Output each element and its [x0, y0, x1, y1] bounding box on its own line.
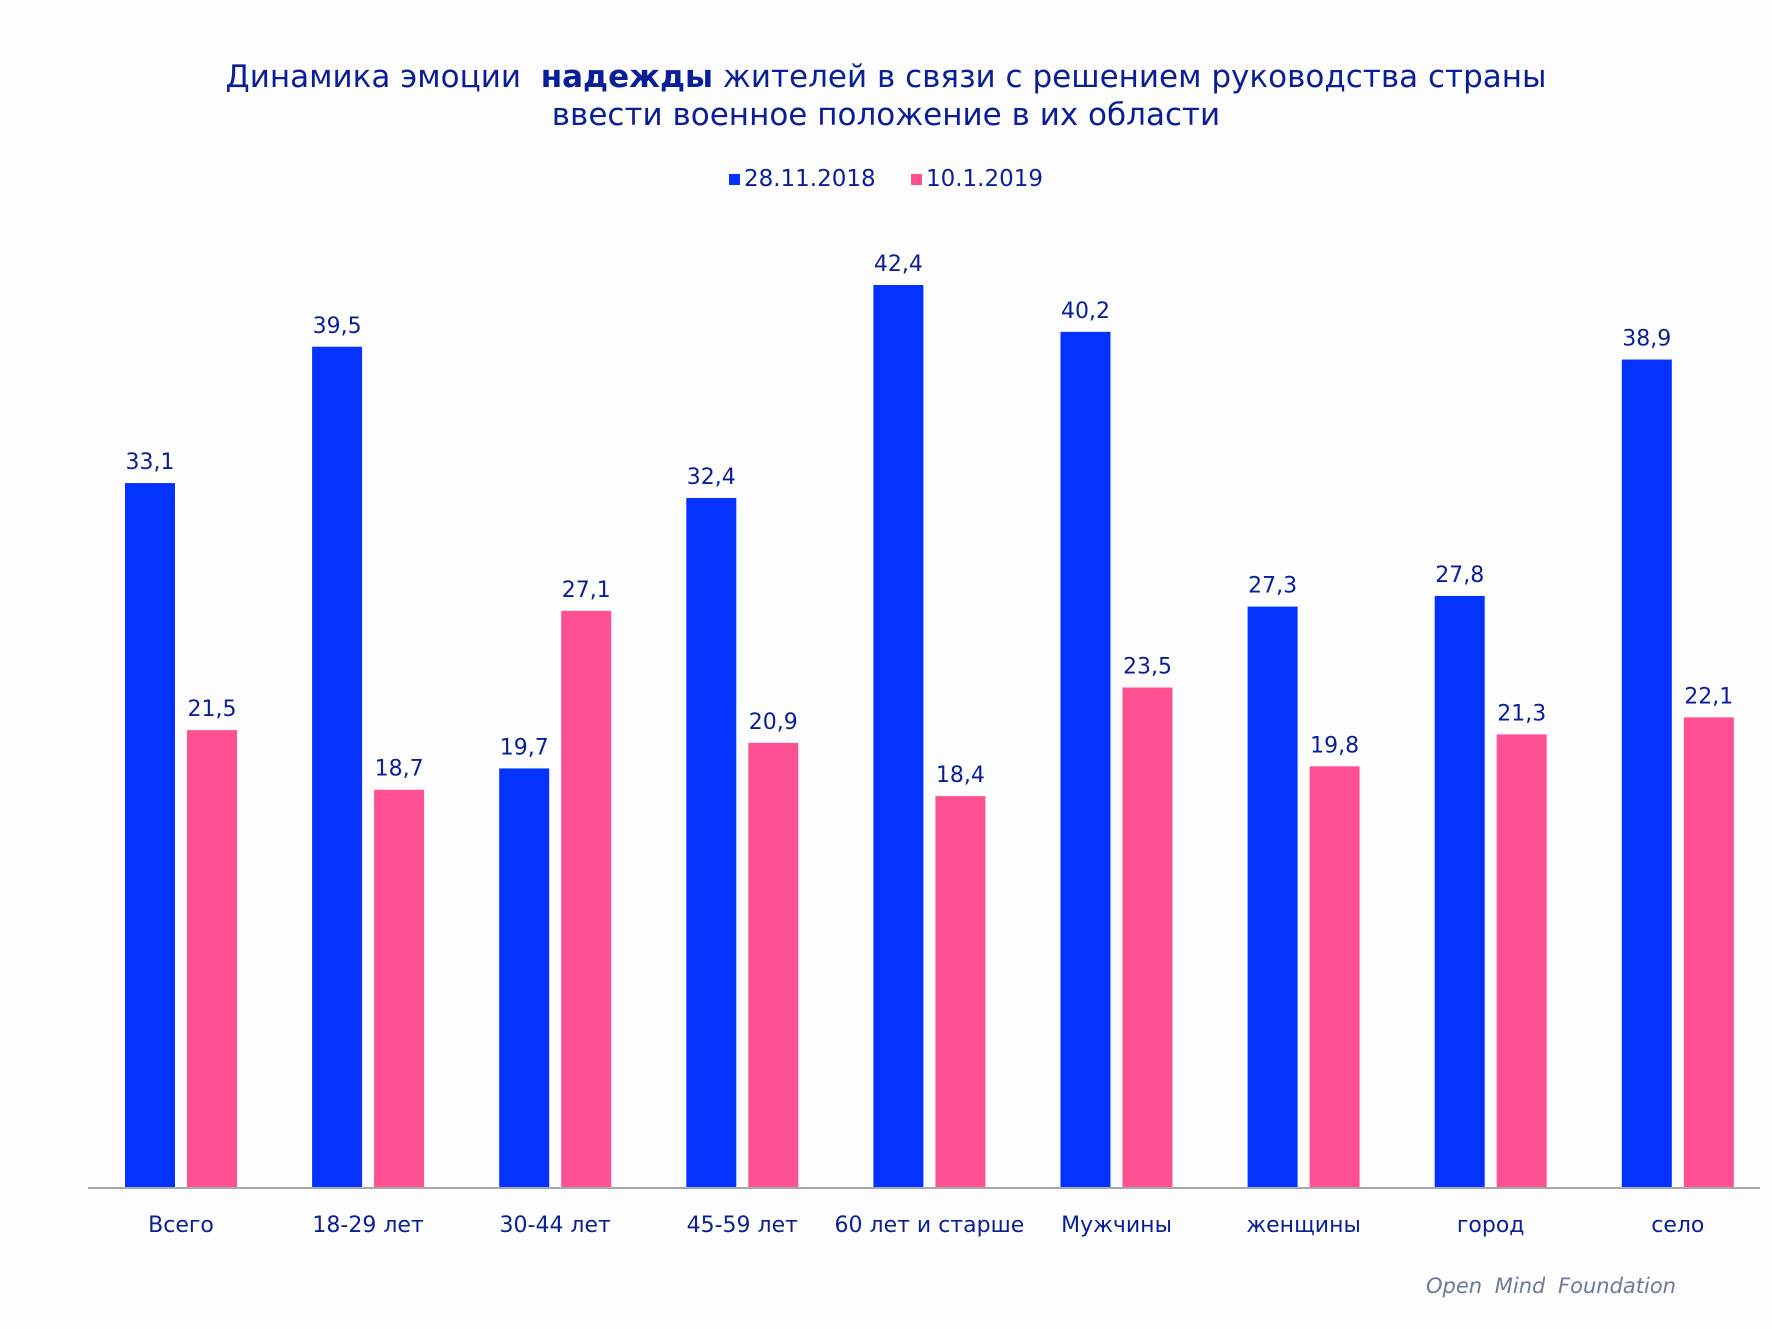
bar-series-1[interactable] — [312, 346, 363, 1188]
data-label-series-1: 33,1 — [126, 450, 175, 475]
data-label-series-2: 20,9 — [749, 710, 798, 735]
x-tick-label: 30-44 лет — [500, 1213, 612, 1238]
bar-series-2[interactable] — [1683, 717, 1734, 1188]
data-label-series-2: 19,8 — [1310, 733, 1359, 758]
data-label-series-1: 19,7 — [500, 735, 549, 760]
data-label-series-1: 40,2 — [1061, 299, 1110, 324]
title-bold-word: надежды — [540, 59, 714, 95]
data-label-series-2: 23,5 — [1123, 655, 1172, 680]
x-tick-label: Всего — [148, 1213, 214, 1238]
x-tick-label: женщины — [1246, 1213, 1361, 1238]
data-label-series-1: 27,8 — [1435, 563, 1484, 588]
data-label-series-2: 21,3 — [1497, 701, 1546, 726]
title-suffix: жителей в связи с решением руководства с… — [722, 59, 1547, 95]
bar-series-1[interactable] — [1060, 331, 1111, 1188]
data-label-series-1: 39,5 — [313, 314, 362, 339]
bar-series-1[interactable] — [125, 483, 175, 1188]
bar-series-1[interactable] — [499, 768, 550, 1188]
bar-series-1[interactable] — [1247, 606, 1298, 1188]
bar-series-2[interactable] — [561, 610, 612, 1188]
x-tick-label: 60 лет и старше — [835, 1213, 1025, 1238]
data-label-series-2: 18,4 — [936, 763, 985, 788]
legend-label-series-1: 28.11.2018 — [743, 166, 876, 192]
bar-series-2[interactable] — [935, 796, 986, 1188]
bar-series-2[interactable] — [1122, 687, 1173, 1188]
title-prefix: Динамика эмоции — [225, 59, 521, 95]
data-label-series-1: 27,3 — [1248, 574, 1297, 599]
bar-series-1[interactable] — [1434, 595, 1485, 1188]
x-tick-label: Мужчины — [1061, 1213, 1172, 1238]
bar-series-2[interactable] — [187, 730, 237, 1188]
chart-title: Динамика эмоции надежды жителей в связи … — [0, 58, 1772, 134]
legend-swatch-series-2 — [910, 174, 922, 185]
x-tick-label: село — [1651, 1213, 1704, 1238]
data-label-series-2: 27,1 — [562, 578, 611, 603]
bar-series-1[interactable] — [1621, 359, 1672, 1188]
legend-item-series-1[interactable]: 28.11.2018 — [728, 166, 876, 192]
bar-series-2[interactable] — [748, 742, 799, 1188]
bar-series-2[interactable] — [1309, 766, 1360, 1188]
data-label-series-1: 38,9 — [1622, 327, 1671, 352]
data-label-series-2: 22,1 — [1684, 684, 1733, 709]
legend-label-series-2: 10.1.2019 — [925, 166, 1044, 192]
data-label-series-2: 21,5 — [188, 697, 237, 722]
bar-series-1[interactable] — [686, 497, 737, 1189]
bar-series-2[interactable] — [374, 789, 425, 1188]
title-line2: ввести военное положение в их области — [551, 97, 1221, 133]
data-label-series-1: 42,4 — [874, 252, 923, 277]
bar-series-2[interactable] — [1496, 734, 1547, 1188]
x-tick-label: 45-59 лет — [687, 1213, 799, 1238]
x-tick-label: 18-29 лет — [312, 1213, 424, 1238]
legend: 28.11.2018 10.1.2019 — [0, 166, 1772, 192]
x-tick-label: город — [1457, 1213, 1525, 1238]
legend-item-series-2[interactable]: 10.1.2019 — [910, 166, 1044, 192]
legend-swatch-series-1 — [728, 174, 740, 185]
data-label-series-1: 32,4 — [687, 465, 736, 490]
footer-credit: Open Mind Foundation — [1425, 1274, 1676, 1298]
bar-series-1[interactable] — [873, 285, 924, 1188]
data-label-series-2: 18,7 — [375, 757, 424, 782]
